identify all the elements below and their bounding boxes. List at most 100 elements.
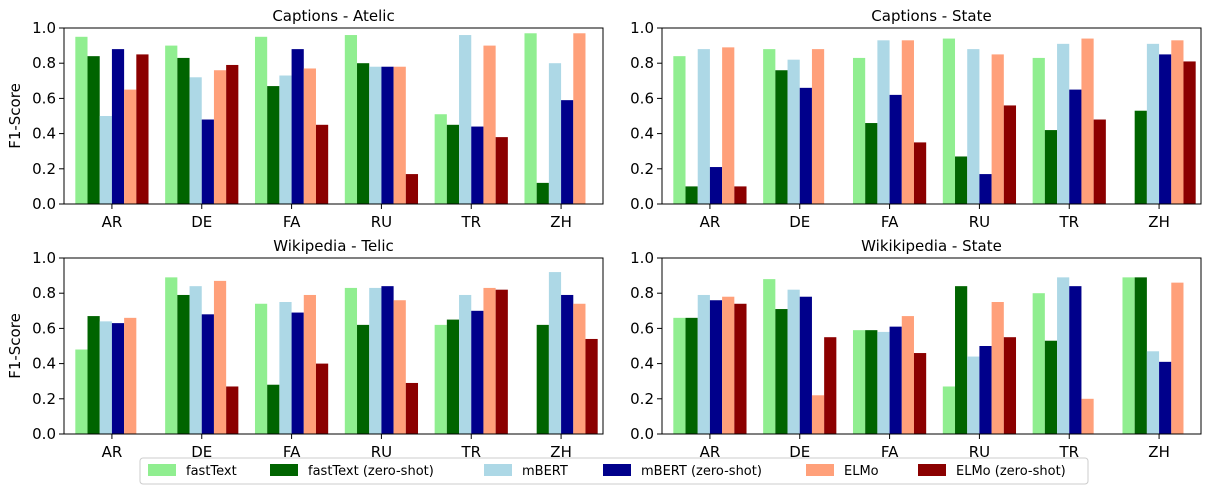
bar-mbert-zh xyxy=(1146,351,1160,434)
bar-fasttext-zero-shot-zh xyxy=(536,324,549,434)
legend-label-fasttext: fastText xyxy=(186,464,237,479)
bar-mbert-tr xyxy=(459,294,472,434)
bar-mbert-zero-shot-ru xyxy=(979,346,992,434)
bar-fasttext-zero-shot-zh xyxy=(536,182,549,204)
y-tick-label: 0.6 xyxy=(32,89,56,107)
y-tick-label: 0.2 xyxy=(32,160,56,178)
y-tick-label: 0.6 xyxy=(630,319,654,337)
bar-elmo-tr xyxy=(483,45,496,204)
bar-elmo-ar xyxy=(124,317,137,434)
bar-elmo-zero-shot-de xyxy=(226,386,239,434)
legend-label-mbert: mBERT xyxy=(522,464,568,479)
bar-mbert-fa xyxy=(877,40,890,204)
x-tick-label: AR xyxy=(700,443,721,461)
y-tick-label: 0.8 xyxy=(32,284,56,302)
bar-elmo-tr xyxy=(483,287,496,434)
bar-elmo-zero-shot-ru xyxy=(1003,105,1017,204)
legend-swatch-fasttext xyxy=(148,464,176,476)
bar-fasttext-de xyxy=(165,45,178,204)
bar-fasttext-zero-shot-tr xyxy=(1044,340,1058,434)
x-tick-label: TR xyxy=(460,213,481,231)
bar-mbert-zero-shot-fa xyxy=(889,94,902,204)
bar-elmo-zero-shot-fa xyxy=(315,363,329,434)
bar-mbert-zero-shot-tr xyxy=(471,310,484,434)
bar-fasttext-zero-shot-ru xyxy=(955,286,968,434)
plot-frame xyxy=(63,27,604,205)
bar-fasttext-zero-shot-fa xyxy=(267,86,280,204)
bar-fasttext-de xyxy=(165,277,178,434)
chart-title: Wikikipedia - State xyxy=(861,237,1002,255)
bar-mbert-tr xyxy=(459,35,472,204)
x-tick-label: DE xyxy=(191,213,212,231)
chart-panel-3: Wikipedia - Telic F1-Score 0.0 0.2 0.4 0.6 0.8… xyxy=(6,237,604,461)
bar-elmo-zero-shot-tr xyxy=(495,289,508,434)
y-tick-label: 0.2 xyxy=(630,390,654,408)
bar-mbert-zh xyxy=(548,272,562,434)
bar-mbert-zero-shot-tr xyxy=(1069,286,1082,434)
plot-frame xyxy=(63,257,604,435)
bar-fasttext-zero-shot-tr xyxy=(1044,130,1058,204)
bar-mbert-zero-shot-ru xyxy=(979,174,992,204)
bar-fasttext-zero-shot-de xyxy=(775,309,788,434)
bar-elmo-zero-shot-fa xyxy=(913,142,927,204)
bar-fasttext-tr xyxy=(1032,293,1045,434)
bar-mbert-zero-shot-zh xyxy=(561,294,574,434)
chart-title: Wikipedia - Telic xyxy=(273,237,394,255)
x-tick-label: RU xyxy=(371,443,392,461)
y-tick-label: 0.8 xyxy=(32,54,56,72)
bar-fasttext-ru xyxy=(344,35,358,204)
bar-mbert-ru xyxy=(369,66,382,204)
y-tick-label: 0.2 xyxy=(630,160,654,178)
y-tick-label: 0.0 xyxy=(32,195,56,213)
y-tick-label: 0.0 xyxy=(630,425,654,443)
bar-fasttext-zero-shot-de xyxy=(775,70,788,205)
legend-label-elmo: ELMo xyxy=(844,464,879,479)
bar-elmo-zero-shot-fa xyxy=(315,124,329,204)
bar-elmo-zh xyxy=(573,303,586,434)
bar-fasttext-ru xyxy=(344,287,358,434)
y-tick-label: 0.4 xyxy=(32,125,56,143)
bar-fasttext-ar xyxy=(75,36,88,204)
bar-mbert-zero-shot-de xyxy=(201,314,214,434)
legend-swatch-elmo xyxy=(806,464,834,476)
x-tick-label: ZH xyxy=(550,443,572,461)
bar-elmo-de xyxy=(811,49,825,205)
bar-elmo-ar xyxy=(124,89,137,204)
bar-elmo-de xyxy=(811,395,825,434)
bar-mbert-zero-shot-zh xyxy=(1159,361,1172,434)
y-tick-label: 0.0 xyxy=(32,425,56,443)
bar-mbert-zero-shot-de xyxy=(799,87,812,204)
bar-elmo-zh xyxy=(1171,40,1184,204)
bar-mbert-ru xyxy=(369,287,382,434)
y-tick-label: 0.6 xyxy=(32,319,56,337)
bar-elmo-zero-shot-ar xyxy=(734,186,747,204)
bar-elmo-zh xyxy=(1171,282,1184,434)
bar-fasttext-zero-shot-ru xyxy=(955,156,968,204)
bar-elmo-zero-shot-ru xyxy=(1003,337,1017,434)
bar-mbert-zero-shot-ru xyxy=(381,286,394,434)
bar-mbert-ar xyxy=(99,116,112,204)
x-tick-label: TR xyxy=(1058,213,1079,231)
bar-fasttext-zero-shot-zh xyxy=(1134,110,1147,204)
chart-panel-4: Wikikipedia - State 0.0 0.2 0.4 0.6 0.8 1.0 AR D… xyxy=(630,237,1202,461)
chart-title: Captions - State xyxy=(871,7,991,25)
x-tick-label: TR xyxy=(1058,443,1079,461)
bar-fasttext-fa xyxy=(852,330,866,434)
bar-mbert-zero-shot-zh xyxy=(1159,54,1172,205)
bar-mbert-zero-shot-zh xyxy=(561,100,574,204)
bar-fasttext-zh xyxy=(524,33,537,204)
bar-elmo-zero-shot-ru xyxy=(405,382,419,434)
bar-elmo-zero-shot-tr xyxy=(495,137,508,204)
bar-fasttext-zero-shot-ar xyxy=(685,186,698,204)
x-tick-label: ZH xyxy=(1148,213,1170,231)
y-tick-label: 0.6 xyxy=(630,89,654,107)
x-tick-label: AR xyxy=(700,213,721,231)
bar-mbert-ar xyxy=(99,321,112,434)
bar-mbert-de xyxy=(189,286,202,434)
bar-mbert-tr xyxy=(1057,43,1070,205)
bar-mbert-zero-shot-fa xyxy=(291,49,304,205)
bar-fasttext-zero-shot-ar xyxy=(87,316,100,434)
bar-elmo-fa xyxy=(901,40,914,204)
bar-mbert-zh xyxy=(548,63,562,205)
